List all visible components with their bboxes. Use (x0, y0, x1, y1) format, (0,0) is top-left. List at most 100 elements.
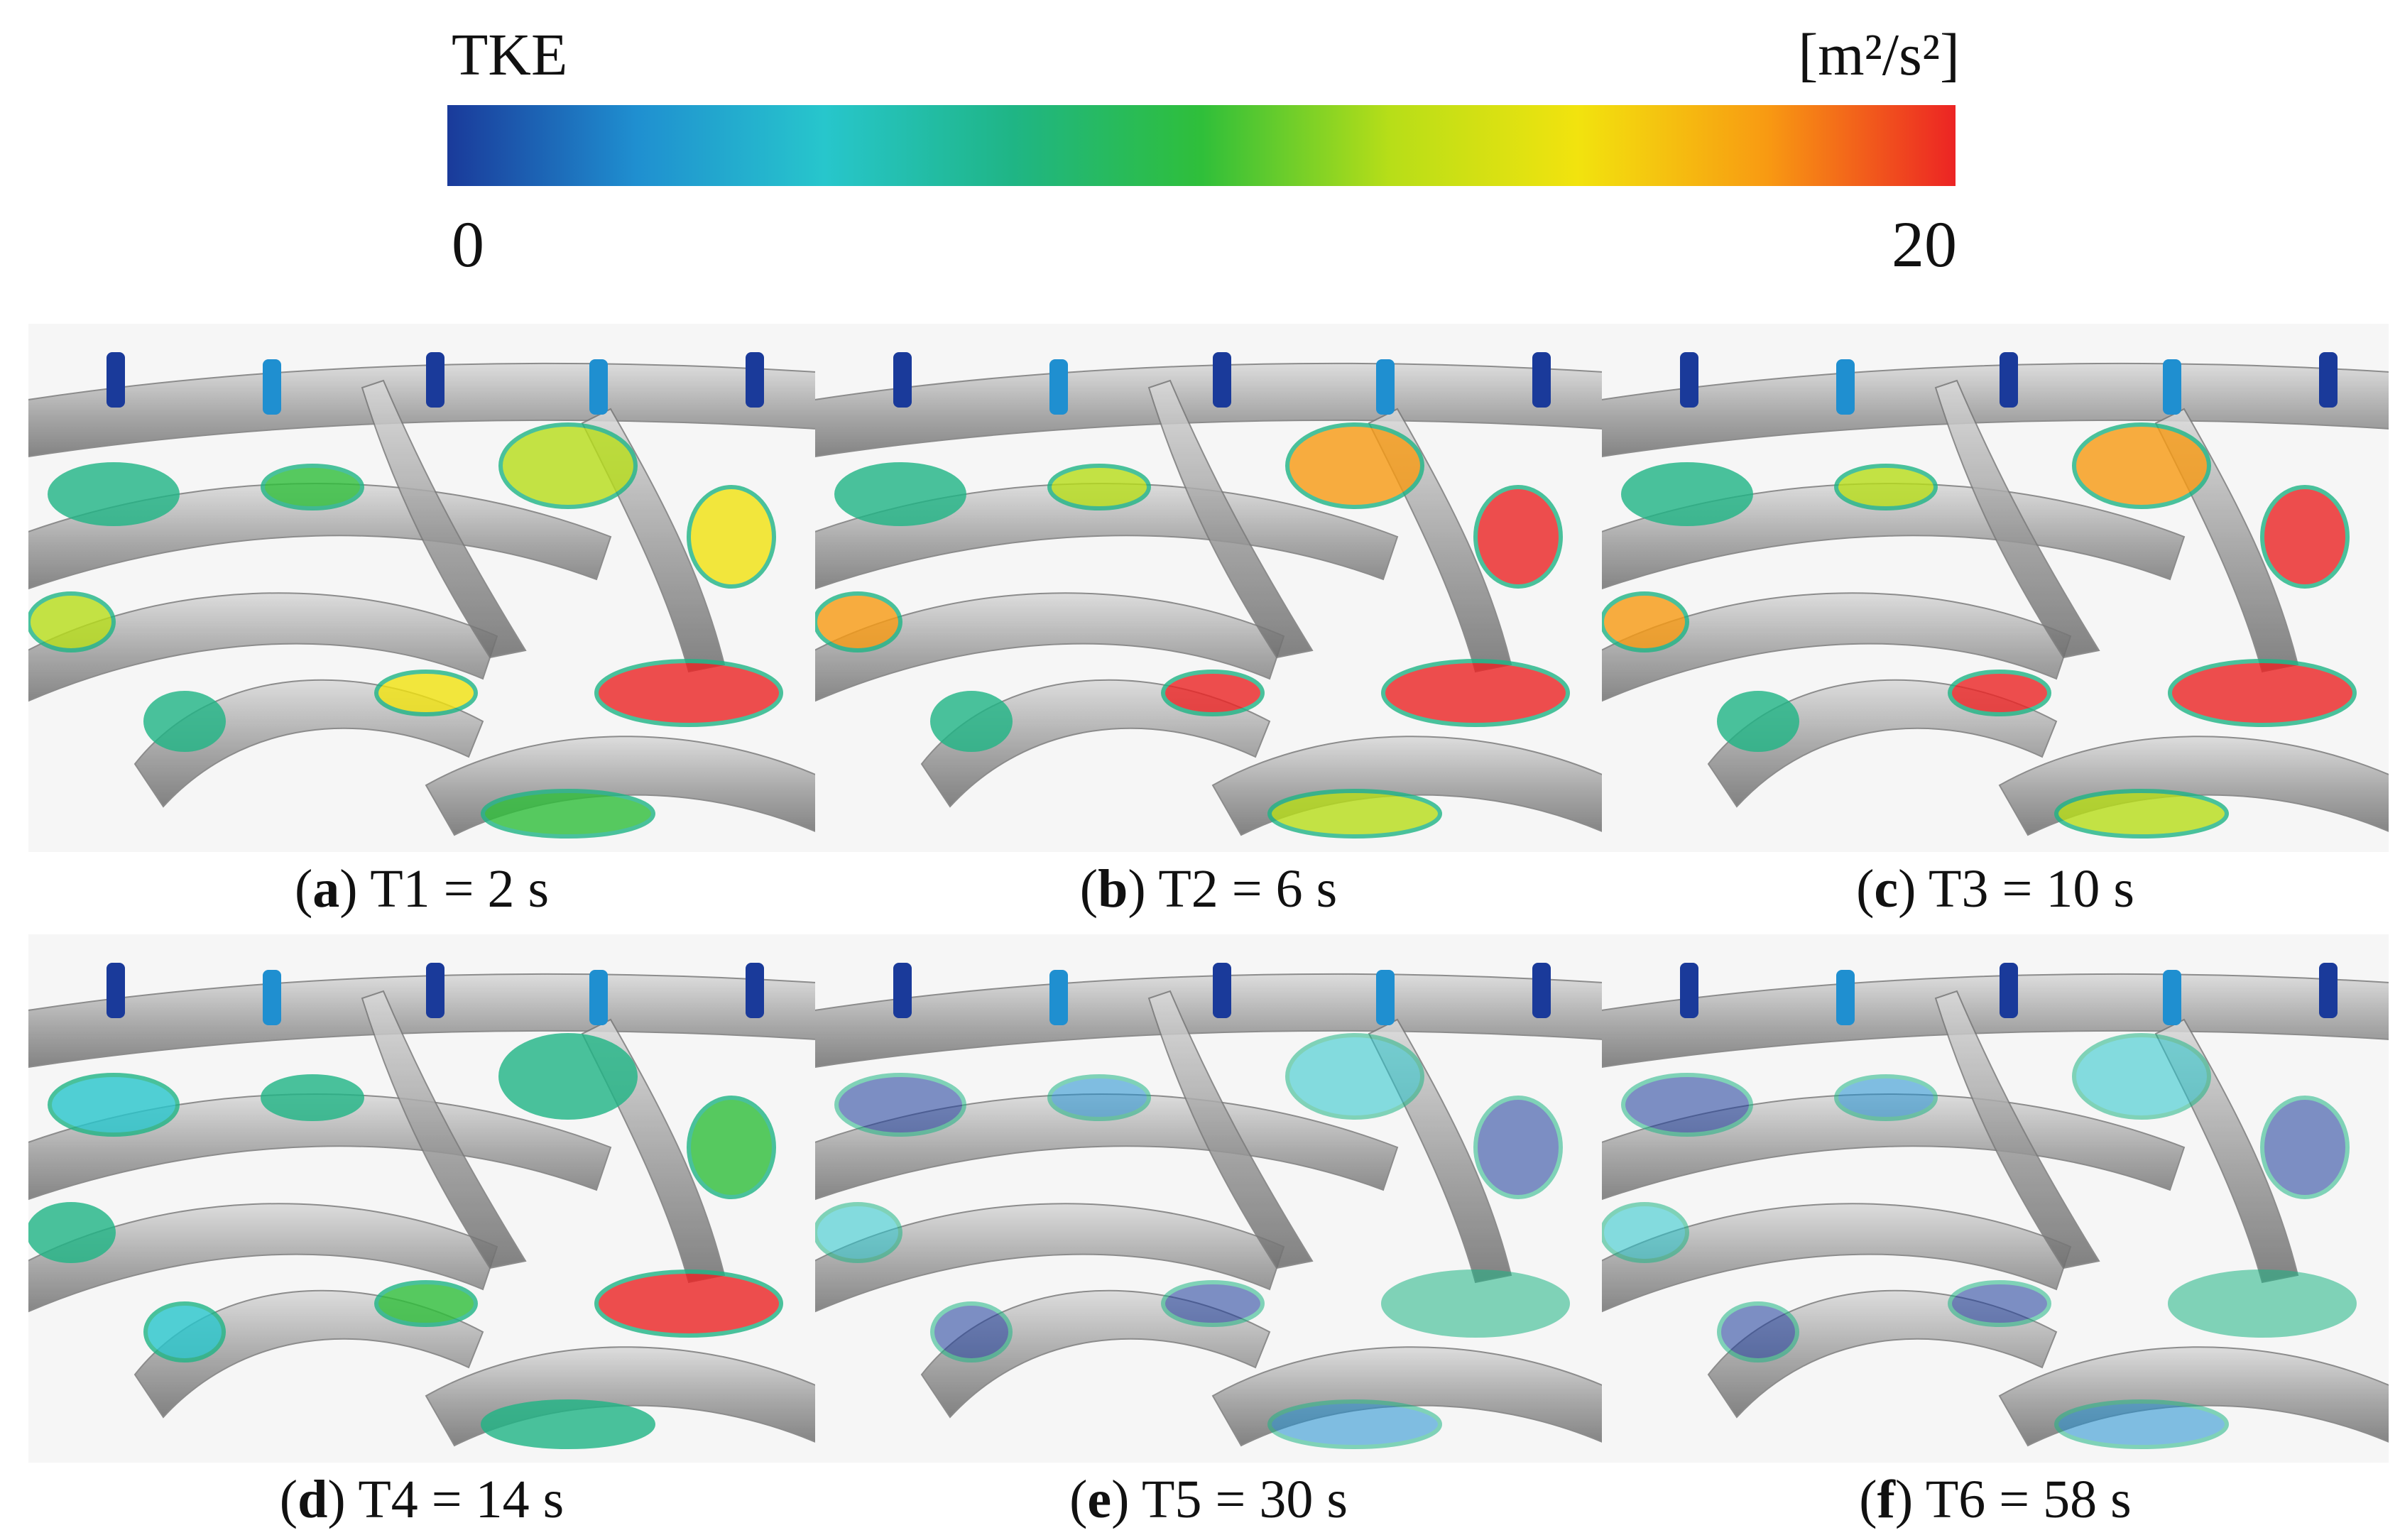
caption-e-letter: e (1087, 1470, 1112, 1529)
guide-vane-isosurface (893, 352, 912, 408)
tke-isosurface (1948, 670, 2051, 716)
guide-vane-isosurface (2319, 963, 2338, 1018)
guide-vane-isosurface (1532, 963, 1551, 1018)
guide-vane-isosurface (1213, 963, 1231, 1018)
tke-isosurface (1717, 691, 1799, 752)
guide-vane-isosurface (2319, 352, 2338, 408)
guide-vane-isosurface (589, 970, 608, 1025)
tke-isosurface (2054, 1399, 2229, 1449)
tke-isosurface (1834, 464, 1938, 510)
tke-isosurface (594, 1269, 783, 1338)
tke-isosurface (143, 1301, 226, 1362)
tke-isosurface (1285, 1033, 1424, 1120)
caption-c-letter: c (1874, 859, 1899, 919)
caption-c-label: T3 = 10 s (1929, 859, 2134, 919)
panel-a-image (28, 324, 815, 852)
guide-vane-isosurface (746, 352, 764, 408)
tke-isosurface (1834, 1074, 1938, 1121)
tke-isosurface (815, 591, 902, 652)
guide-vane-isosurface (746, 963, 764, 1018)
tke-isosurface (498, 1033, 638, 1120)
caption-f-label: T6 = 58 s (1925, 1470, 2132, 1529)
impeller-blade (28, 483, 612, 590)
tke-isosurface (261, 1074, 364, 1121)
guide-vane-isosurface (1836, 359, 1855, 415)
guide-vane-isosurface (2163, 359, 2181, 415)
caption-a-letter: a (312, 859, 340, 919)
impeller-blade (361, 990, 527, 1269)
impeller-blade (815, 1093, 1399, 1201)
tke-isosurface (1948, 1280, 2051, 1327)
tke-isosurface (1621, 462, 1753, 526)
tke-isosurface (374, 1280, 478, 1327)
panel-f-image (1602, 934, 2389, 1463)
tke-isosurface (28, 1202, 116, 1263)
impeller-blade (815, 592, 1285, 702)
tke-isosurface (930, 691, 1013, 752)
caption-d-letter: d (298, 1470, 328, 1529)
tke-isosurface (261, 464, 364, 510)
panel-e-image (815, 934, 1602, 1463)
tke-isosurface (1602, 591, 1689, 652)
tke-isosurface (2168, 1269, 2357, 1338)
caption-c: (c) T3 = 10 s (1856, 859, 2134, 919)
tke-isosurface (498, 422, 638, 509)
tke-isosurface (687, 485, 776, 589)
tke-isosurface (1267, 1399, 1442, 1449)
tke-isosurface (815, 1202, 902, 1263)
impeller-blade (28, 592, 498, 702)
guide-vane-isosurface (1680, 963, 1698, 1018)
tke-isosurface (1047, 1074, 1151, 1121)
tke-isosurface (1267, 789, 1442, 839)
guide-vane-isosurface (1836, 970, 1855, 1025)
panel-b-image (815, 324, 1602, 852)
tke-isosurface (1381, 659, 1570, 727)
impeller-blade (815, 973, 1602, 1068)
panel-d-image (28, 934, 815, 1463)
tke-isosurface (1621, 1073, 1753, 1137)
impeller-svg (815, 934, 1602, 1463)
colorbar-title: TKE (452, 22, 568, 88)
impeller-svg (28, 934, 815, 1463)
tke-isosurface (1285, 422, 1424, 509)
impeller-blade (1602, 1093, 2186, 1201)
impeller-blade (1934, 990, 2100, 1269)
tke-isosurface (374, 670, 478, 716)
guide-vane-isosurface (426, 352, 444, 408)
guide-vane-isosurface (107, 352, 125, 408)
guide-vane-isosurface (107, 963, 125, 1018)
tke-isosurface (930, 1301, 1013, 1362)
impeller-blade (28, 1093, 612, 1201)
colorbar-gradient (447, 105, 1956, 186)
impeller-blade (1147, 990, 1314, 1269)
impeller-blade (1602, 483, 2186, 590)
tke-isosurface (1161, 670, 1265, 716)
impeller-blade (815, 362, 1602, 457)
tke-isosurface (2260, 485, 2350, 589)
impeller-blade (28, 362, 815, 457)
tke-isosurface (1473, 1096, 1563, 1199)
colorbar-min-label: 0 (452, 208, 484, 280)
tke-isosurface (143, 691, 226, 752)
guide-vane-isosurface (263, 359, 281, 415)
tke-isosurface (687, 1096, 776, 1199)
caption-a: (a) T1 = 2 s (294, 859, 550, 919)
impeller-blade (815, 1203, 1285, 1313)
impeller-blade (815, 483, 1399, 590)
guide-vane-isosurface (589, 359, 608, 415)
tke-isosurface (48, 1073, 180, 1137)
impeller-blade (361, 379, 527, 659)
caption-b: (b) T2 = 6 s (1079, 859, 1338, 919)
tke-isosurface (2072, 422, 2211, 509)
tke-isosurface (834, 462, 966, 526)
impeller-svg (815, 324, 1602, 852)
guide-vane-isosurface (2163, 970, 2181, 1025)
impeller-svg (1602, 934, 2389, 1463)
tke-isosurface (2072, 1033, 2211, 1120)
tke-isosurface (1161, 1280, 1265, 1327)
impeller-svg (28, 324, 815, 852)
tke-isosurface (2260, 1096, 2350, 1199)
tke-isosurface (481, 789, 655, 839)
impeller-blade (28, 973, 815, 1068)
caption-e: (e) T5 = 30 s (1069, 1470, 1348, 1529)
